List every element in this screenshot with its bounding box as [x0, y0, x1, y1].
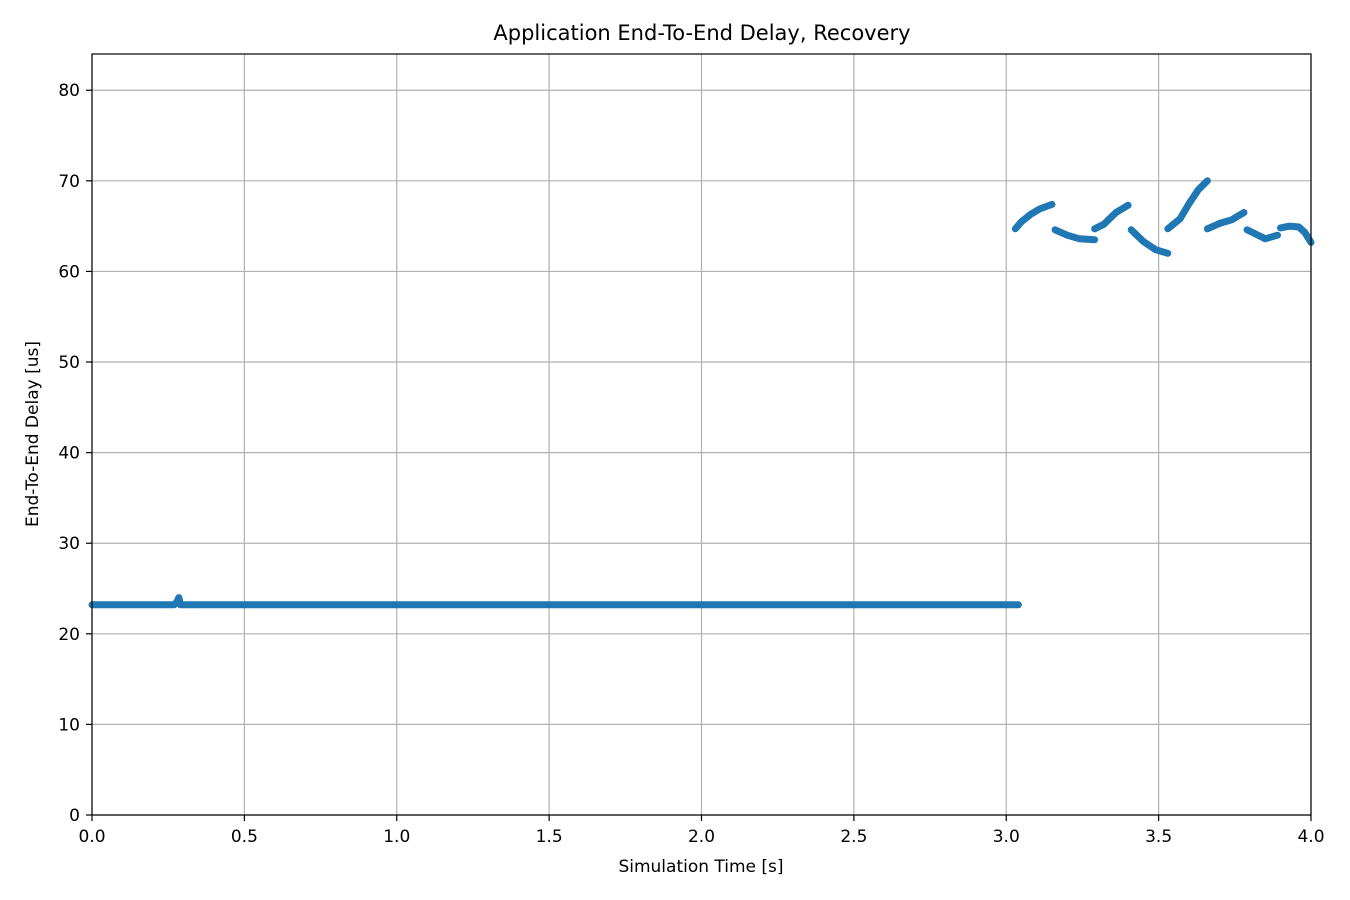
x-axis-label: Simulation Time [s] [618, 857, 783, 877]
x-tick-label: 2.5 [840, 827, 867, 847]
x-tick-label: 4.0 [1297, 827, 1324, 847]
y-tick-label: 50 [58, 353, 80, 373]
chart-title: Application End-To-End Delay, Recovery [493, 21, 910, 45]
x-tick-label: 3.5 [1145, 827, 1172, 847]
x-axis-ticks: 0.0 0.5 1.0 1.5 2.0 2.5 3.0 3.5 4.0 [78, 815, 1325, 847]
x-tick-label: 1.5 [536, 827, 563, 847]
y-tick-label: 0 [69, 806, 80, 826]
y-tick-label: 60 [58, 262, 80, 282]
x-tick-label: 0.5 [231, 827, 258, 847]
grid-lines [91, 54, 1312, 816]
x-tick-label: 3.0 [993, 827, 1020, 847]
data-point-run [1277, 222, 1315, 246]
data-point-run [1051, 226, 1099, 244]
data-point-run [1203, 209, 1248, 233]
data-point-run [1011, 200, 1056, 233]
data-series [88, 177, 1315, 609]
data-point-run [1127, 226, 1172, 257]
y-tick-label: 40 [58, 444, 80, 464]
y-tick-label: 70 [58, 172, 80, 192]
x-tick-label: 1.0 [383, 827, 410, 847]
y-tick-label: 80 [58, 81, 80, 101]
x-tick-label: 0.0 [78, 827, 105, 847]
data-point-run [88, 594, 1022, 609]
data-point-run [1091, 201, 1132, 233]
x-tick-label: 2.0 [688, 827, 715, 847]
y-axis-label: End-To-End Delay [us] [23, 341, 43, 527]
y-axis-ticks: 0 10 20 30 40 50 60 70 80 [58, 81, 92, 826]
y-tick-label: 30 [58, 534, 80, 554]
data-point-run [1164, 177, 1211, 233]
data-point-run [1243, 226, 1281, 243]
y-tick-label: 10 [58, 715, 80, 735]
y-tick-label: 20 [58, 625, 80, 645]
